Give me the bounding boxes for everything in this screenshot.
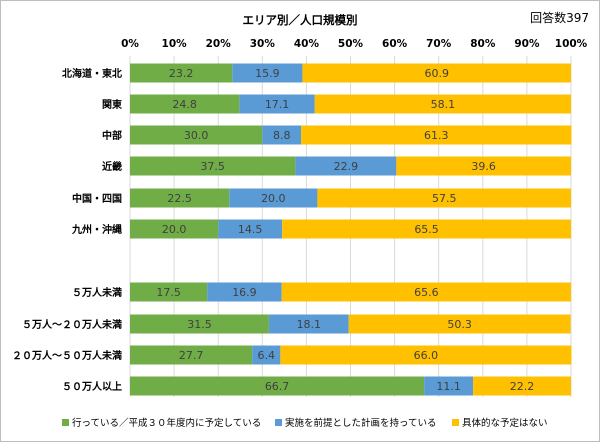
category-label: ２０万人～５０万人未満 [12,349,122,362]
legend: 行っている／平成３０年度内に予定している 実施を前提とした計画を持っている 具体的な… [62,417,548,429]
data-label: 17.5 [156,286,181,299]
x-tick-label: 20% [206,38,232,50]
bar-segment [262,125,302,145]
category-label: ５０万人以上 [62,380,122,393]
bar-segment [268,314,349,334]
data-label: 24.8 [172,98,197,111]
data-label: 39.6 [471,160,496,173]
category-label: 北海道・東北 [62,67,122,80]
x-tick-label: 50% [338,38,364,50]
category-label: ５万人未満 [72,286,122,299]
x-tick-label: 90% [514,38,540,50]
x-tick-label: 0% [121,38,139,50]
x-tick-label: 30% [250,38,276,50]
data-label: 20.0 [162,223,187,236]
bar-segment [130,282,208,302]
legend-label: 実施を前提とした計画を持っている [285,417,437,429]
data-label: 27.7 [179,349,204,362]
data-label: 22.2 [510,380,535,393]
data-label: 17.1 [265,98,290,111]
bar-segment [301,125,572,145]
x-tick-label: 60% [382,38,408,50]
data-label: 50.3 [447,318,472,331]
legend-swatch [62,419,69,426]
response-count: 回答数397 [530,10,589,25]
bar-segment [130,188,230,208]
category-label: ５万人～２０万人未満 [22,318,122,331]
data-label: 31.5 [187,318,212,331]
data-label: 57.5 [432,192,457,205]
data-label: 6.4 [258,349,276,362]
data-label: 8.8 [273,129,291,142]
x-axis-tick-labels: 0% 10% 20% 30% 40% 50% 60% 70% 80% 90% 100% [121,38,588,50]
bar-segment [207,282,282,302]
category-label: 中部 [102,129,122,142]
bar-segment [281,282,571,302]
data-label: 65.5 [414,223,439,236]
bar-segment [130,156,296,176]
data-label: 22.9 [334,160,359,173]
data-labels: 23.2 15.9 60.9 24.8 17.1 58.1 30.0 8.8 61.3 37.5 2… [156,67,534,393]
legend-label: 具体的な予定はない [462,417,548,429]
bar-segment [229,188,318,208]
data-label: 30.0 [184,129,209,142]
bar-segment [232,63,303,83]
data-label: 22.5 [167,192,192,205]
bar-segment [130,314,269,334]
data-label: 14.5 [238,223,263,236]
category-label: 九州・沖縄 [71,223,122,236]
bar-segment [130,63,233,83]
bar-segments [130,63,572,396]
data-label: 66.0 [414,349,439,362]
data-label: 60.9 [424,67,449,80]
bar-segment [396,156,571,176]
data-label: 15.9 [255,67,280,80]
bar-segment [473,376,571,396]
data-label: 58.1 [431,98,456,111]
bar-segment [295,156,397,176]
data-label: 18.1 [297,318,322,331]
bar-segment [130,345,253,365]
bar-segment [314,94,571,114]
data-label: 16.9 [232,286,257,299]
data-label: 20.0 [261,192,286,205]
bar-segment [348,314,571,334]
data-label: 23.2 [169,67,194,80]
legend-label: 行っている／平成３０年度内に予定している [72,417,261,429]
x-tick-label: 80% [470,38,496,50]
category-label: 中国・四国 [72,192,122,205]
data-label: 37.5 [200,160,225,173]
bar-segment [424,376,474,396]
data-label: 66.7 [265,380,290,393]
x-tick-label: 100% [555,38,588,50]
legend-swatch [452,419,459,426]
bar-segment [282,219,571,239]
bar-segment [130,125,263,145]
bar-segment [130,219,219,239]
bar-segment [302,63,571,83]
bar-segment [239,94,315,114]
bar-segment [280,345,572,365]
bar-segment [218,219,283,239]
data-label: 61.3 [424,129,449,142]
data-label: 11.1 [436,380,461,393]
bar-segment [317,188,571,208]
bar-segment [130,376,425,396]
legend-swatch [275,419,282,426]
bar-segment [252,345,281,365]
x-tick-label: 70% [426,38,452,50]
bar-segment [130,94,240,114]
x-tick-label: 10% [162,38,188,50]
chart-title: エリア別／人口規模別 [243,13,358,27]
category-label: 関東 [102,98,122,111]
x-tick-label: 40% [294,38,320,50]
category-label: 近畿 [102,160,122,173]
data-label: 65.6 [414,286,439,299]
